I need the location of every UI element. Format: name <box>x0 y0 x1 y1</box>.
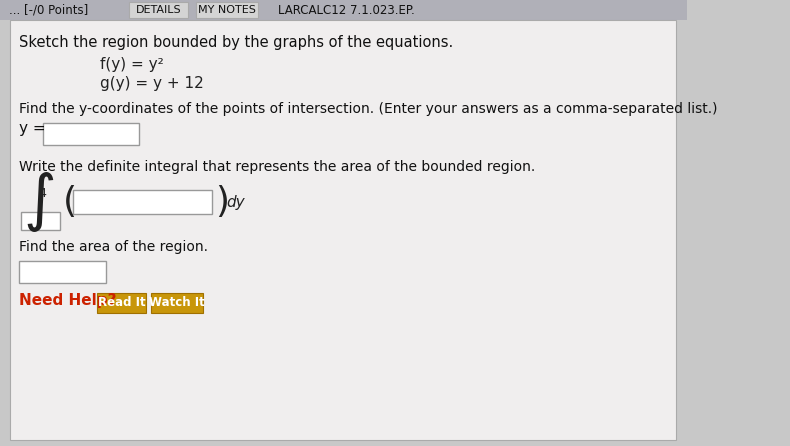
Text: ... [-/0 Points]: ... [-/0 Points] <box>9 4 88 17</box>
Text: Write the definite integral that represents the area of the bounded region.: Write the definite integral that represe… <box>19 160 536 174</box>
Text: LARCALC12 7.1.023.EP.: LARCALC12 7.1.023.EP. <box>278 4 415 17</box>
Text: (: ( <box>62 185 77 219</box>
Bar <box>43 123 139 145</box>
Text: Read It: Read It <box>98 297 145 310</box>
Text: Need Help?: Need Help? <box>19 293 117 309</box>
Bar <box>0 0 687 20</box>
Text: Find the y-coordinates of the points of intersection. (Enter your answers as a c: Find the y-coordinates of the points of … <box>19 102 717 116</box>
Bar <box>129 2 188 18</box>
Text: Sketch the region bounded by the graphs of the equations.: Sketch the region bounded by the graphs … <box>19 35 453 50</box>
Text: dy: dy <box>226 194 245 210</box>
Bar <box>97 293 146 313</box>
Text: y =: y = <box>19 121 46 136</box>
Text: Find the area of the region.: Find the area of the region. <box>19 240 208 254</box>
Bar <box>73 190 212 214</box>
Bar <box>151 293 203 313</box>
Text: $\int$: $\int$ <box>23 170 54 234</box>
Text: Watch It: Watch It <box>149 297 205 310</box>
Bar <box>196 2 258 18</box>
Bar <box>21 212 60 230</box>
Text: DETAILS: DETAILS <box>135 5 181 15</box>
Text: ): ) <box>215 185 228 219</box>
Bar <box>19 261 106 283</box>
Text: f(y) = y²: f(y) = y² <box>100 57 164 72</box>
Text: g(y) = y + 12: g(y) = y + 12 <box>100 76 204 91</box>
Text: 4: 4 <box>38 187 46 200</box>
Text: MY NOTES: MY NOTES <box>198 5 256 15</box>
